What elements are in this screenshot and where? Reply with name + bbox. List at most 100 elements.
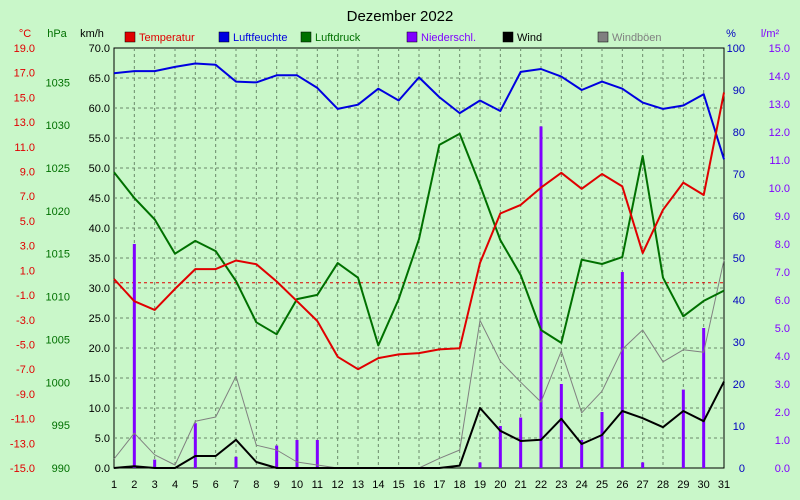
wind-tick-label: 5.0: [95, 433, 110, 445]
precipitation-bars: [132, 126, 706, 469]
x-tick-label: 19: [474, 479, 486, 491]
humidity-axis-label: %: [726, 28, 736, 40]
x-tick-label: 30: [698, 479, 710, 491]
x-tick-label: 10: [291, 479, 303, 491]
temp-tick-label: 13.0: [14, 117, 35, 129]
legend-label: Niederschl.: [421, 32, 476, 44]
precip-bar: [153, 459, 157, 468]
temp-tick-label: -1.0: [16, 290, 35, 302]
temp-tick-label: 7.0: [20, 191, 35, 203]
precip-tick-label: 1.0: [775, 435, 790, 447]
pressure-tick-label: 1030: [46, 120, 70, 132]
axis-units: °C hPa km/h% l/m²: [19, 28, 780, 40]
x-tick-label: 5: [192, 479, 198, 491]
temp-tick-label: -11.0: [11, 414, 35, 426]
pressure-tick-label: 1020: [46, 206, 70, 218]
temp-tick-label: -15.0: [10, 463, 35, 475]
humidity-tick-label: 100: [727, 43, 745, 55]
x-tick-label: 28: [657, 479, 669, 491]
temp-tick-label: -3.0: [16, 315, 35, 327]
humidity-tick-label: 10: [733, 421, 745, 433]
pressure-tick-label: 995: [52, 420, 70, 432]
precip-bar: [580, 440, 584, 468]
precip-tick-label: 5.0: [775, 323, 790, 335]
x-tick-label: 3: [152, 479, 158, 491]
temp-tick-label: 3.0: [20, 241, 35, 253]
pressure-tick-label: 1005: [46, 334, 70, 346]
legend-swatch: [124, 31, 136, 43]
precip-bar: [132, 244, 136, 468]
wind-tick-label: 70.0: [89, 43, 110, 55]
humidity-tick-label: 80: [733, 127, 745, 139]
legend-label: Windböen: [612, 32, 662, 44]
humidity-tick-label: 40: [733, 295, 745, 307]
pressure-tick-label: 1025: [46, 163, 70, 175]
precip-tick-label: 7.0: [775, 267, 790, 279]
x-tick-label: 12: [332, 479, 344, 491]
precip-bar: [295, 440, 299, 468]
legend-swatch: [502, 31, 514, 43]
legend-swatch: [218, 31, 230, 43]
temp-tick-label: 5.0: [20, 216, 35, 228]
wind-tick-label: 50.0: [89, 163, 110, 175]
pressure-axis-label: hPa: [47, 28, 67, 40]
wind-tick-label: 65.0: [89, 73, 110, 85]
right-axes-ticks: 0 10 20 30 40 50 60 70 80 90 100 0.0 1.0 2.0 3.0 4.0 5.0…: [727, 43, 790, 475]
left-axes-ticks: -15.0 -13.0 -11.0 -9.0 -7.0 -5.0 -3.0 -1.0 1.0 3.…: [10, 43, 110, 475]
precip-bar: [702, 328, 706, 468]
humidity-tick-label: 30: [733, 337, 745, 349]
humidity-tick-label: 70: [733, 169, 745, 181]
temp-tick-label: 15.0: [14, 92, 35, 104]
x-tick-label: 21: [515, 479, 527, 491]
wind-tick-label: 45.0: [89, 193, 110, 205]
precip-bar: [234, 456, 238, 468]
x-tick-label: 13: [352, 479, 364, 491]
wind-tick-label: 55.0: [89, 133, 110, 145]
precip-bar: [193, 423, 197, 468]
x-tick-label: 6: [213, 479, 219, 491]
x-tick-label: 27: [637, 479, 649, 491]
x-tick-label: 22: [535, 479, 547, 491]
wind-tick-label: 60.0: [89, 103, 110, 115]
precip-bar: [498, 426, 502, 468]
precip-tick-label: 12.0: [769, 127, 790, 139]
x-tick-label: 9: [274, 479, 280, 491]
precip-tick-label: 2.0: [775, 407, 790, 419]
pressure-tick-label: 1015: [46, 249, 70, 261]
humidity-tick-label: 50: [733, 253, 745, 265]
precip-tick-label: 11.0: [769, 155, 790, 167]
wind-tick-label: 0.0: [95, 463, 110, 475]
wind-tick-label: 35.0: [89, 253, 110, 265]
precip-bar: [681, 389, 685, 468]
humidity-tick-label: 90: [733, 85, 745, 97]
x-tick-label: 4: [172, 479, 178, 491]
temp-tick-label: 11.0: [14, 142, 35, 154]
legend-swatch: [300, 31, 312, 43]
precip-tick-label: 8.0: [775, 239, 790, 251]
precip-bar: [275, 445, 279, 468]
precip-bar: [641, 462, 645, 468]
wind-axis-label: km/h: [80, 28, 104, 40]
wind-tick-label: 40.0: [89, 223, 110, 235]
wind-tick-label: 25.0: [89, 313, 110, 325]
temp-tick-label: -13.0: [10, 438, 35, 450]
x-tick-label: 20: [494, 479, 506, 491]
precip-bar: [315, 440, 319, 468]
pressure-tick-label: 1035: [46, 77, 70, 89]
pressure-tick-label: 990: [52, 463, 70, 475]
x-tick-label: 29: [677, 479, 689, 491]
temp-tick-label: 17.0: [14, 68, 35, 80]
x-tick-label: 24: [576, 479, 588, 491]
x-tick-label: 14: [372, 479, 384, 491]
x-axis-ticks: 1 2 3 4 5 6 7 8 9 10 11 12 13 14 15 16 17 18 19 20 21 22 23 24 2…: [111, 479, 730, 491]
legend-swatch: [597, 31, 609, 43]
wind-tick-label: 30.0: [89, 283, 110, 295]
legend-label: Luftfeuchte: [233, 32, 287, 44]
x-tick-label: 8: [253, 479, 259, 491]
series-line-temperatur: [113, 92, 725, 371]
temp-tick-label: -9.0: [16, 389, 35, 401]
x-tick-label: 7: [233, 479, 239, 491]
precip-tick-label: 15.0: [769, 43, 790, 55]
chart-title: Dezember 2022: [347, 8, 454, 25]
temp-tick-label: 9.0: [20, 167, 35, 179]
